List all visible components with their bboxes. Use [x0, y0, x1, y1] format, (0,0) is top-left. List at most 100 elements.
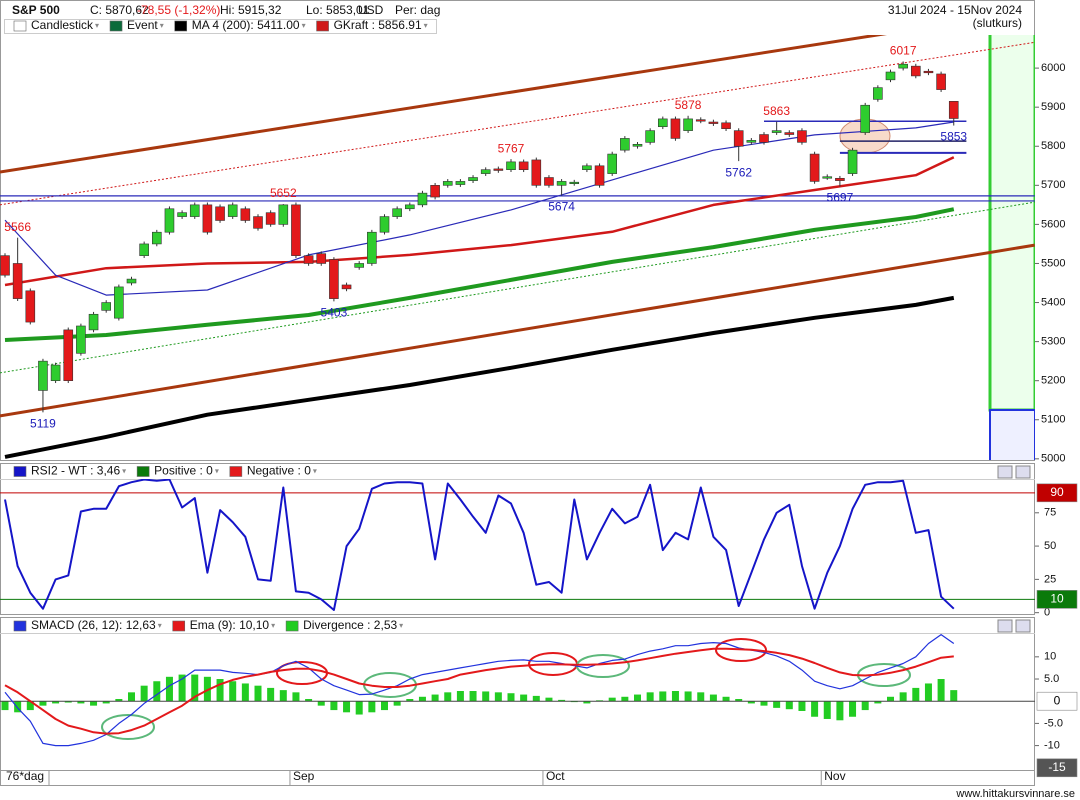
- histogram-bar: [64, 701, 72, 703]
- histogram-bar: [191, 674, 199, 702]
- x-tick-label: Sep: [293, 769, 315, 783]
- histogram-bar: [532, 695, 540, 702]
- level-label-box: [1036, 691, 1078, 711]
- legend-swatch: [13, 620, 27, 632]
- x-tick-label: Oct: [546, 769, 565, 783]
- legend-arrow: ▾: [215, 467, 219, 476]
- trend-line: [0, 35, 888, 174]
- price-annotation: 5652: [270, 186, 297, 200]
- histogram-bar: [836, 701, 844, 721]
- candle-body: [202, 204, 213, 233]
- candle-body: [948, 101, 959, 119]
- histogram-bar: [482, 691, 490, 702]
- histogram-bar: [305, 698, 313, 702]
- legend-label: Ema (9): 10,10: [190, 618, 270, 632]
- close-info: C: 5870,62: [90, 3, 149, 17]
- tool-icon[interactable]: [997, 619, 1013, 633]
- price-annotation: 5566: [4, 220, 31, 234]
- histogram-bar: [115, 698, 123, 702]
- price-type: (slutkurs): [973, 16, 1022, 30]
- candle-body: [291, 204, 301, 256]
- moving-average: [4, 156, 955, 287]
- candle-body: [88, 313, 99, 331]
- histogram-bar: [937, 679, 945, 702]
- highlight: [715, 638, 767, 662]
- moving-average: [4, 121, 954, 296]
- candle-body: [253, 216, 263, 229]
- candle-body: [759, 134, 769, 143]
- legend-arrow: ▾: [399, 621, 403, 630]
- histogram-bar: [229, 681, 237, 702]
- title: S&P 500: [12, 3, 60, 17]
- candle-body: [670, 118, 681, 139]
- drawings: [839, 35, 1035, 460]
- level-label-box: [1036, 590, 1078, 609]
- histogram-bar: [26, 701, 34, 711]
- candle-body: [442, 181, 453, 186]
- date-range: 31Jul 2024 - 15Nov 2024: [888, 3, 1022, 17]
- candle-body: [885, 71, 896, 81]
- histogram-bar: [494, 692, 502, 702]
- moving-average: [4, 295, 955, 459]
- candle-body: [152, 231, 162, 245]
- candle-body: [126, 278, 137, 284]
- legend-arrow: ▾: [95, 21, 99, 30]
- candle-body: [847, 149, 858, 174]
- target-box: [988, 35, 1035, 412]
- legend-arrow: ▾: [160, 21, 164, 30]
- histogram-bar: [128, 692, 135, 702]
- tool-icon[interactable]: [1015, 619, 1031, 633]
- histogram-bar: [634, 694, 641, 702]
- legend-swatch: [109, 20, 123, 32]
- histogram-bar: [684, 691, 692, 702]
- candle-body: [25, 290, 36, 323]
- y-tick-label: 25: [1044, 573, 1056, 585]
- histogram-bar: [355, 701, 363, 715]
- tool-icon[interactable]: [1015, 465, 1031, 479]
- histogram-bar: [558, 699, 566, 702]
- histogram-bar: [444, 692, 452, 702]
- candle-body: [898, 63, 908, 69]
- candle-body: [936, 73, 946, 90]
- candle-body: [329, 259, 339, 299]
- moving-average: [4, 207, 955, 342]
- histogram-bar: [621, 696, 629, 702]
- histogram-bar: [671, 691, 679, 702]
- candle-body: [822, 176, 833, 179]
- candle-body: [38, 360, 48, 391]
- histogram-bar: [267, 687, 275, 702]
- candle-body: [101, 302, 111, 311]
- candle-body: [164, 208, 175, 233]
- y-tick-label: 5.0: [1044, 673, 1059, 685]
- level-label: 10: [1050, 592, 1064, 606]
- candle-body: [923, 70, 934, 74]
- candle-body: [417, 192, 428, 206]
- histogram-bar: [14, 701, 22, 713]
- price-annotation: 6017: [890, 44, 917, 58]
- candle-body: [809, 153, 820, 182]
- trend-line: [0, 201, 1035, 374]
- indicator-line: [4, 479, 955, 611]
- level-label: -15: [1048, 760, 1066, 774]
- candle-body: [468, 177, 478, 181]
- histogram-bar: [545, 697, 553, 702]
- candle-body: [518, 161, 529, 170]
- price-annotation: 5697: [827, 191, 854, 205]
- y-tick-label: 5000: [1041, 453, 1065, 465]
- candle-body: [12, 263, 23, 299]
- candle-body: [873, 87, 883, 100]
- legend-arrow: ▾: [424, 21, 428, 30]
- y-tick-label: 5700: [1041, 179, 1065, 191]
- legend-swatch: [174, 20, 188, 32]
- price-annotation: 5403: [321, 306, 348, 320]
- plot-area: [0, 479, 1035, 611]
- histogram-bar: [368, 701, 376, 713]
- histogram-bar: [887, 696, 894, 702]
- price-annotation: 5853: [940, 130, 967, 144]
- legend-swatch: [13, 466, 27, 477]
- level-label: 90: [1050, 485, 1064, 499]
- histogram-bar: [722, 696, 730, 702]
- candle-body: [0, 255, 10, 276]
- tool-icon[interactable]: [997, 465, 1013, 479]
